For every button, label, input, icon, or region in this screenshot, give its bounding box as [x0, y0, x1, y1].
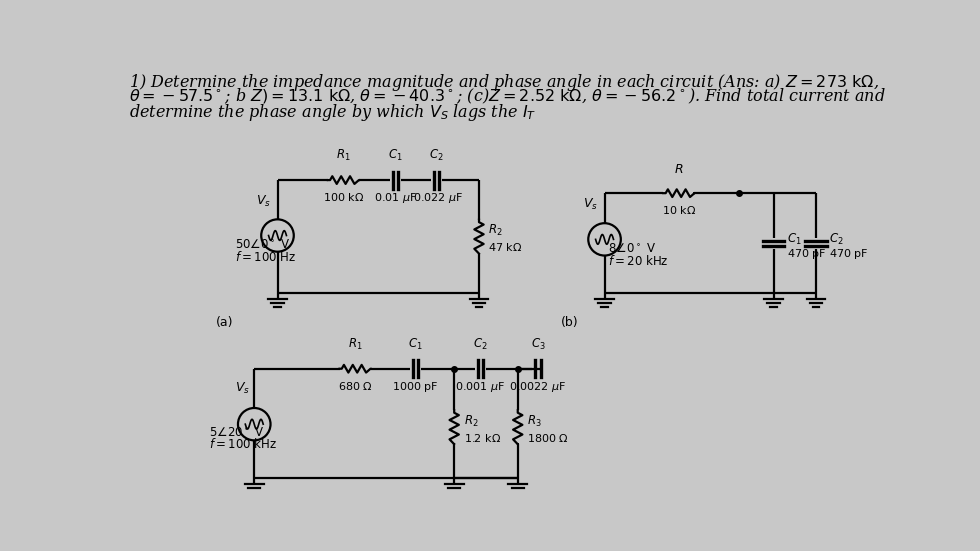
Text: $R_1$: $R_1$ — [336, 148, 351, 163]
Text: 1) Determine the impedance magnitude and phase angle in each circuit (Ans: a) $Z: 1) Determine the impedance magnitude and… — [128, 72, 879, 93]
Text: $0.022\ \mu\mathrm{F}$: $0.022\ \mu\mathrm{F}$ — [413, 191, 464, 205]
Text: (b): (b) — [561, 316, 578, 329]
Text: $1.2\ \mathrm{k}\Omega$: $1.2\ \mathrm{k}\Omega$ — [464, 432, 501, 444]
Text: $0.0022\ \mu\mathrm{F}$: $0.0022\ \mu\mathrm{F}$ — [510, 380, 566, 393]
Text: $470\ \mathrm{pF}$: $470\ \mathrm{pF}$ — [829, 247, 869, 261]
Text: $8\angle 0^\circ$ V: $8\angle 0^\circ$ V — [609, 243, 657, 256]
Text: $C_2$: $C_2$ — [429, 148, 444, 163]
Text: $C_3$: $C_3$ — [530, 337, 545, 352]
Text: $10\ \mathrm{k}\Omega$: $10\ \mathrm{k}\Omega$ — [662, 204, 696, 216]
Text: $f = 20$ kHz: $f = 20$ kHz — [609, 254, 669, 268]
Text: $0.001\ \mu\mathrm{F}$: $0.001\ \mu\mathrm{F}$ — [456, 380, 506, 393]
Text: $f = 100$ Hz: $f = 100$ Hz — [235, 250, 296, 264]
Text: $V_s$: $V_s$ — [256, 193, 271, 209]
Text: $50\angle 0^\circ$ V: $50\angle 0^\circ$ V — [235, 239, 290, 252]
Text: $47\ \mathrm{k}\Omega$: $47\ \mathrm{k}\Omega$ — [488, 241, 522, 253]
Text: $V_s$: $V_s$ — [235, 381, 250, 397]
Text: $C_2$: $C_2$ — [829, 232, 844, 247]
Text: $R_3$: $R_3$ — [527, 414, 542, 429]
Text: $0.01\ \mu\mathrm{F}$: $0.01\ \mu\mathrm{F}$ — [373, 191, 416, 205]
Text: $C_1$: $C_1$ — [787, 232, 802, 247]
Text: $C_1$: $C_1$ — [408, 337, 422, 352]
Text: $100\ \mathrm{k}\Omega$: $100\ \mathrm{k}\Omega$ — [322, 191, 364, 203]
Text: $V_s$: $V_s$ — [583, 197, 598, 212]
Text: $5\angle 20^\circ$ V: $5\angle 20^\circ$ V — [210, 426, 265, 440]
Text: $1000\ \mathrm{pF}$: $1000\ \mathrm{pF}$ — [392, 380, 439, 393]
Text: $R$: $R$ — [674, 163, 684, 176]
Text: determine the phase angle by which $V_S$ lags the $I_T$: determine the phase angle by which $V_S$… — [128, 101, 536, 122]
Text: $680\ \Omega$: $680\ \Omega$ — [337, 380, 372, 392]
Text: $\theta = -57.5^\circ$; b $Z) = 13.1\ \mathrm{k}\Omega$, $\theta = -40.3^\circ$;: $\theta = -57.5^\circ$; b $Z) = 13.1\ \m… — [128, 87, 886, 106]
Text: $1800\ \Omega$: $1800\ \Omega$ — [527, 432, 569, 444]
Text: $R_2$: $R_2$ — [464, 414, 478, 429]
Text: $R_2$: $R_2$ — [488, 223, 503, 238]
Text: $C_2$: $C_2$ — [473, 337, 488, 352]
Text: $f = 100$ kHz: $f = 100$ kHz — [210, 437, 277, 451]
Text: $R_1$: $R_1$ — [348, 337, 363, 352]
Text: $C_1$: $C_1$ — [388, 148, 403, 163]
Text: (a): (a) — [216, 316, 233, 329]
Text: $470\ \mathrm{pF}$: $470\ \mathrm{pF}$ — [787, 247, 826, 261]
